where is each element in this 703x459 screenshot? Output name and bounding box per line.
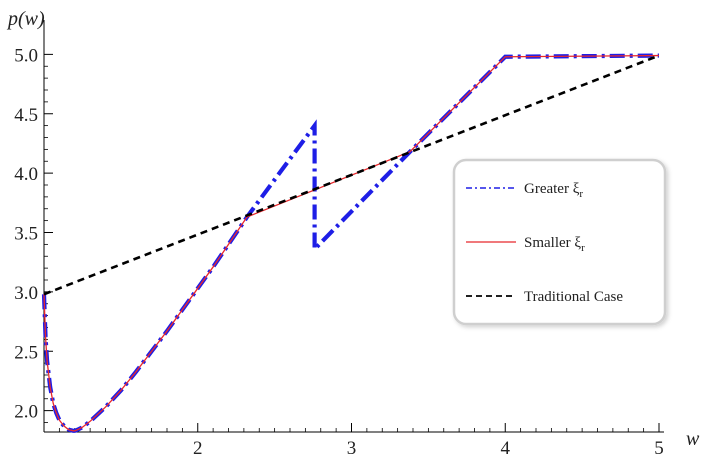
series-line-3 <box>43 54 660 296</box>
x-ticks: 2 3 4 5 <box>193 423 664 459</box>
y-tick-label: 2.0 <box>14 402 38 423</box>
y-tick-label: 4.5 <box>14 105 38 126</box>
y-tick-label: 4.0 <box>14 164 38 185</box>
y-axis-title: p(w) <box>6 8 45 30</box>
x-tick-label: 3 <box>347 438 357 459</box>
series-layer <box>41 53 660 433</box>
x-minor-ticks <box>58 428 645 432</box>
legend-entries: Greater ξr Smaller ξr Traditional Case <box>466 181 623 305</box>
y-tick-label: 3.0 <box>14 283 38 304</box>
legend-label-1: Greater ξr <box>524 181 583 200</box>
y-ticks: 2.0 2.5 3.0 3.5 4.0 4.5 5.0 <box>14 45 53 423</box>
legend-box <box>452 158 667 326</box>
y-tick-label: 5.0 <box>14 45 38 66</box>
legend-label-3: Traditional Case <box>524 289 623 305</box>
x-tick-label: 5 <box>654 438 664 459</box>
x-tick-label: 4 <box>501 438 511 459</box>
y-tick-label: 2.5 <box>14 342 38 363</box>
legend: Greater ξr Smaller ξr Traditional Case <box>452 158 667 326</box>
legend-label-2: Smaller ξr <box>524 235 585 254</box>
y-minor-ticks <box>44 65 48 423</box>
x-axis-title: w <box>686 428 700 450</box>
series-line-2 <box>43 54 660 432</box>
y-tick-label: 3.5 <box>14 224 38 245</box>
x-tick-label: 2 <box>193 438 203 459</box>
axes: 2 3 4 5 2.0 2.5 3.0 3.5 4.0 4.5 5.0 <box>14 20 664 459</box>
